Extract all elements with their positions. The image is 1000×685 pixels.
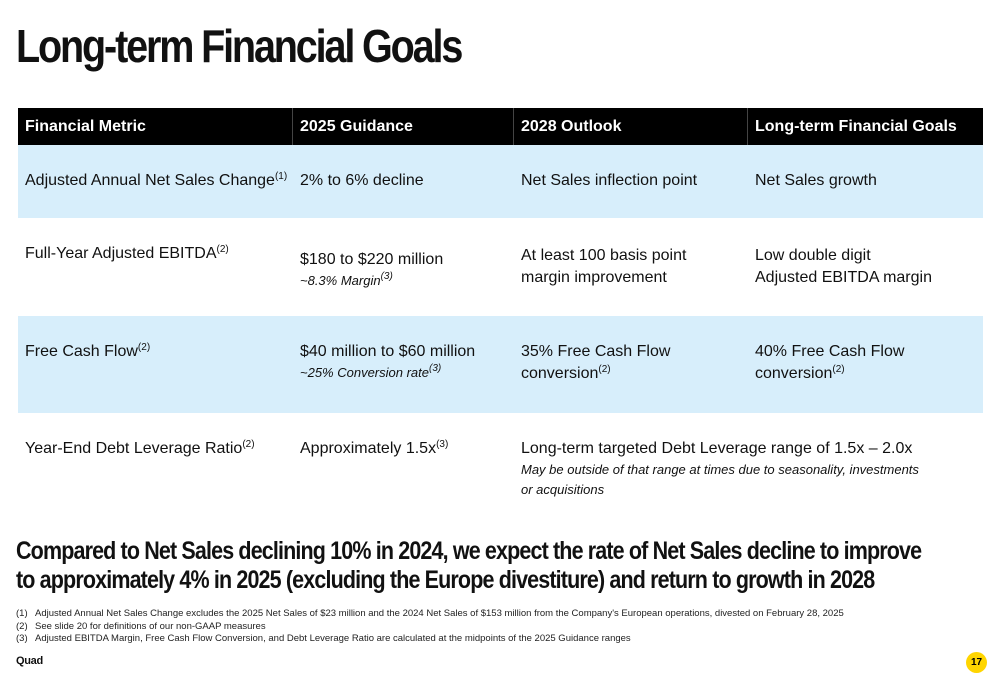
footnote-ref: (1): [274, 171, 288, 182]
table-row-debt-leverage: Year-End Debt Leverage Ratio(2) Approxim…: [18, 413, 983, 513]
footnote-ref: (2): [598, 364, 611, 375]
goal-cell: 40% Free Cash Flow conversion(2): [748, 316, 983, 413]
column-header-long-term-goals: Long-term Financial Goals: [755, 118, 957, 135]
goal-line-2: Adjusted EBITDA margin: [755, 269, 932, 286]
metric-cell: Full-Year Adjusted EBITDA(2): [18, 218, 293, 316]
outlook-and-goal-cell: Long-term targeted Debt Leverage range o…: [514, 413, 983, 513]
outlook-cell: 35% Free Cash Flow conversion(2): [514, 316, 748, 413]
metric-label: Adjusted Annual Net Sales Change: [25, 172, 275, 189]
metric-cell: Free Cash Flow(2): [18, 316, 293, 413]
outlook-line-1: At least 100 basis point: [521, 247, 687, 264]
footnotes: (1) Adjusted Annual Net Sales Change exc…: [16, 608, 844, 646]
guidance-cell: $40 million to $60 million ~25% Conversi…: [293, 316, 514, 413]
page-title: Long-term Financial Goals: [16, 20, 463, 72]
goal-cell: Net Sales growth: [755, 172, 877, 189]
table-row-adjusted-ebitda: Full-Year Adjusted EBITDA(2) $180 to $22…: [18, 218, 983, 316]
column-header-2028-outlook: 2028 Outlook: [514, 108, 748, 145]
guidance-cell: Approximately 1.5x(3): [293, 413, 514, 513]
footnote-item: (2) See slide 20 for definitions of our …: [16, 621, 844, 634]
outlook-cell: Net Sales inflection point: [521, 172, 698, 189]
table-row-net-sales-change: Adjusted Annual Net Sales Change(1) 2% t…: [18, 145, 983, 218]
footnote-number: (1): [16, 608, 28, 619]
combined-note-line-1: May be outside of that range at times du…: [521, 462, 919, 477]
metric-label: Year-End Debt Leverage Ratio: [25, 440, 243, 457]
outlook-cell: At least 100 basis point margin improvem…: [514, 218, 748, 316]
guidance-subtext-label: ~8.3% Margin: [300, 273, 381, 288]
footnote-ref: (2): [137, 342, 151, 353]
guidance-cell: 2% to 6% decline: [300, 172, 424, 189]
financial-goals-table: Financial Metric 2025 Guidance 2028 Outl…: [18, 108, 983, 513]
footnote-ref: (3): [436, 439, 449, 450]
table-header-row: Financial Metric 2025 Guidance 2028 Outl…: [18, 108, 983, 145]
outlook-line-2: margin improvement: [521, 269, 667, 286]
goal-line-2: conversion: [755, 365, 833, 382]
footnote-ref: (3): [429, 363, 442, 374]
guidance-value: $180 to $220 million: [300, 251, 444, 268]
footnote-ref: (2): [216, 244, 229, 255]
brand-logo: Quad: [16, 655, 43, 667]
footnote-text: Adjusted EBITDA Margin, Free Cash Flow C…: [35, 633, 631, 644]
column-header-2025-guidance: 2025 Guidance: [293, 108, 514, 145]
key-takeaway: Compared to Net Sales declining 10% in 2…: [16, 537, 922, 594]
combined-note-line-2: or acquisitions: [521, 482, 605, 497]
metric-label: Full-Year Adjusted EBITDA: [25, 245, 217, 262]
combined-target: Long-term targeted Debt Leverage range o…: [521, 440, 913, 457]
guidance-subtext: ~25% Conversion rate(3): [300, 363, 514, 383]
footnote-ref: (3): [380, 271, 393, 282]
column-header-financial-metric: Financial Metric: [18, 108, 293, 145]
guidance-value: Approximately 1.5x: [300, 440, 437, 457]
goal-line-2-wrap: conversion(2): [755, 363, 983, 385]
table-row-free-cash-flow: Free Cash Flow(2) $40 million to $60 mil…: [18, 316, 983, 413]
goal-cell: Low double digit Adjusted EBITDA margin: [748, 218, 983, 316]
guidance-subtext-label: ~25% Conversion rate: [300, 365, 429, 380]
page-number-badge: 17: [966, 652, 987, 673]
footnote-number: (3): [16, 633, 28, 644]
footnote-item: (3) Adjusted EBITDA Margin, Free Cash Fl…: [16, 633, 844, 646]
goal-line-1: 40% Free Cash Flow: [755, 343, 905, 360]
footnote-ref: (2): [242, 439, 255, 450]
guidance-value: $40 million to $60 million: [300, 343, 476, 360]
metric-cell: Year-End Debt Leverage Ratio(2): [18, 413, 293, 513]
guidance-subtext: ~8.3% Margin(3): [300, 271, 514, 291]
metric-label: Free Cash Flow: [25, 343, 138, 360]
outlook-line-2-wrap: conversion(2): [521, 363, 748, 385]
outlook-line-2: conversion: [521, 365, 599, 382]
footnote-item: (1) Adjusted Annual Net Sales Change exc…: [16, 608, 844, 621]
footnote-text: See slide 20 for definitions of our non-…: [35, 620, 266, 632]
footnote-text: Adjusted Annual Net Sales Change exclude…: [35, 608, 844, 619]
goal-line-1: Low double digit: [755, 247, 871, 264]
guidance-cell: $180 to $220 million ~8.3% Margin(3): [293, 218, 514, 316]
footnote-number: (2): [16, 620, 28, 632]
footnote-ref: (2): [832, 364, 845, 375]
metric-cell: Adjusted Annual Net Sales Change(1): [18, 145, 293, 218]
outlook-line-1: 35% Free Cash Flow: [521, 343, 671, 360]
